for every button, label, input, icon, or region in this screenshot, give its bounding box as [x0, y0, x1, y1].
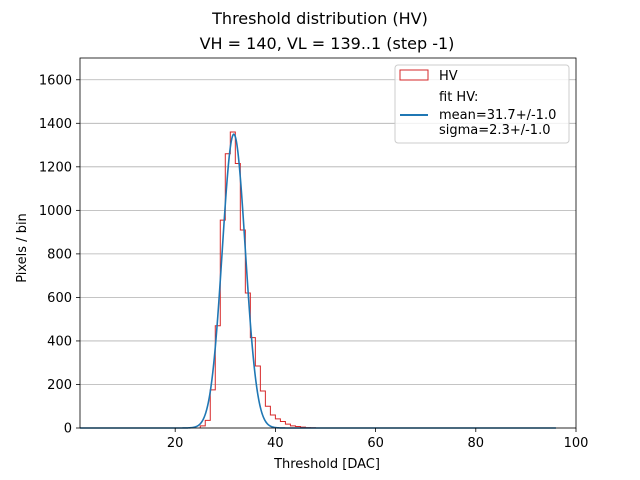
legend-label-fit-line1: fit HV: — [439, 90, 478, 105]
legend-frame — [394, 64, 570, 144]
y-tick-label-400: 400 — [47, 334, 72, 349]
x-tick-label-40: 40 — [267, 436, 284, 451]
legend-swatch-hv — [399, 69, 429, 81]
y-tick-label-800: 800 — [47, 247, 72, 262]
axes-frame — [79, 57, 577, 429]
legend-label-fit-line2: mean=31.7+/-1.0 — [439, 108, 556, 123]
legend: HV fit HV: mean=31.7+/-1.0 sigma=2.3+/-1… — [394, 64, 570, 144]
y-tick-label-1400: 1400 — [39, 117, 72, 132]
chart-subtitle: VH = 140, VL = 139..1 (step -1) — [200, 34, 455, 53]
legend-label-fit-line3: sigma=2.3+/-1.0 — [439, 123, 550, 138]
x-axis-label: Threshold [DAC] — [273, 457, 380, 472]
histogram-hv — [199, 131, 316, 429]
y-tick-label-600: 600 — [47, 291, 72, 306]
y-tick-label-200: 200 — [47, 378, 72, 393]
y-gridlines — [80, 79, 576, 429]
y-axis-label: Pixels / bin — [15, 213, 30, 283]
x-tick-label-80: 80 — [468, 436, 485, 451]
y-tick-label-1200: 1200 — [39, 160, 72, 175]
chart-title: Threshold distribution (HV) — [211, 9, 428, 28]
fit-curve-hv — [80, 133, 556, 429]
y-tick-label-1000: 1000 — [39, 204, 72, 219]
y-tick-label-0: 0 — [64, 422, 72, 437]
y-tick-label-1600: 1600 — [39, 73, 72, 88]
legend-label-hv: HV — [439, 69, 458, 84]
x-tick-label-60: 60 — [367, 436, 384, 451]
plot-area-marks — [80, 131, 556, 429]
x-tick-label-20: 20 — [167, 436, 184, 451]
x-tick-label-100: 100 — [564, 436, 589, 451]
axes: 0 200 400 600 800 1000 1200 1400 1600 20 40 60 80 100 — [39, 57, 589, 451]
